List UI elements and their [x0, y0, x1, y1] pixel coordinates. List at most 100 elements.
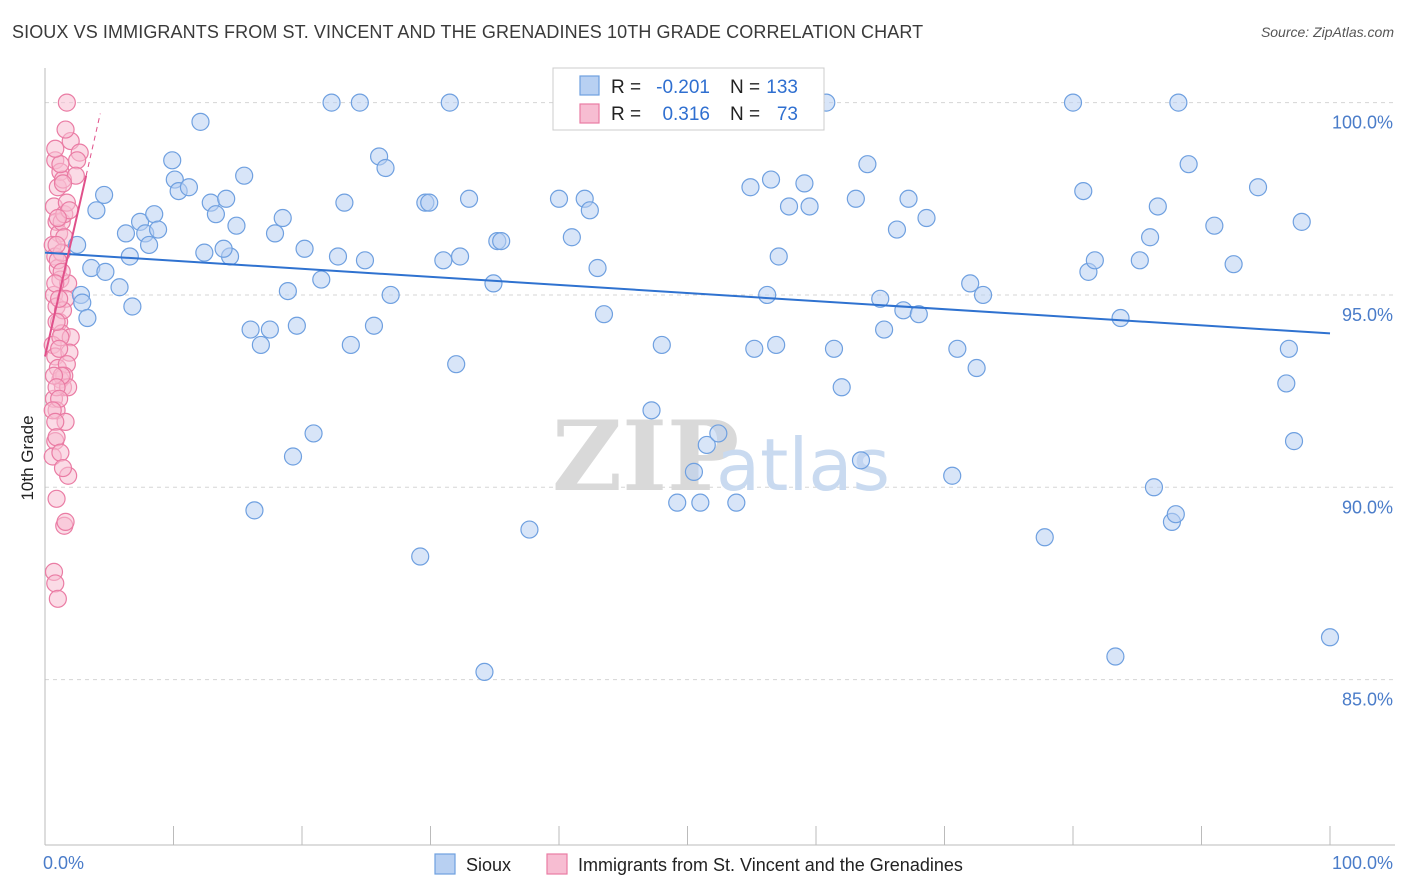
y-tick-label-90: 90.0% [1342, 497, 1393, 517]
immigrants-point-63 [56, 512, 75, 531]
trend-line-immigrants [44, 175, 88, 357]
sioux-point-127 [1277, 374, 1296, 393]
sioux-point-87 [769, 247, 788, 266]
sioux-point-97 [871, 289, 890, 308]
immigrants-point-31 [46, 574, 65, 593]
sioux-point-20 [179, 178, 199, 197]
legend-n-label-1: N = [730, 77, 760, 98]
trend-line-immigrants-extension [85, 113, 101, 176]
sioux-point-93 [832, 378, 851, 397]
sioux-point-28 [235, 166, 254, 185]
sioux-point-40 [312, 270, 331, 289]
sioux-point-29 [241, 320, 260, 339]
sioux-point-98 [875, 320, 894, 339]
legend-r-label-1: R = [611, 77, 641, 98]
sioux-point-24 [206, 205, 226, 224]
sioux-point-8 [110, 278, 129, 297]
sioux-point-125 [1224, 255, 1243, 274]
legend-r-label-2: R = [611, 104, 641, 125]
legend-n-value-1: 133 [766, 77, 798, 98]
sioux-point-43 [335, 193, 354, 212]
sioux-point-33 [265, 224, 285, 243]
sioux-point-89 [795, 174, 814, 193]
sioux-point-73 [652, 335, 671, 355]
immigrants-point-61 [51, 443, 70, 462]
grid-lines [45, 102, 1395, 681]
sioux-point-102 [909, 305, 928, 324]
sioux-point-31 [251, 335, 270, 355]
sioux-point-104 [943, 466, 962, 485]
sioux-point-67 [580, 201, 599, 220]
immigrants-point-62 [53, 458, 73, 478]
sioux-point-74 [668, 493, 687, 512]
sioux-point-78 [697, 435, 716, 455]
sioux-point-4 [87, 201, 106, 220]
x-tick-labels: 0.0% 100.0% [43, 853, 1393, 873]
sioux-point-11 [123, 297, 142, 316]
series-legend-swatch-sioux [434, 853, 456, 875]
sioux-point-129 [1284, 432, 1304, 451]
sioux-point-88 [779, 197, 799, 216]
chart-title: SIOUX VS IMMIGRANTS FROM ST. VINCENT AND… [12, 22, 924, 42]
sioux-point-128 [1279, 339, 1298, 358]
x-tick-label-max: 100.0% [1332, 853, 1393, 873]
series-sioux-points [68, 93, 1340, 682]
immigrants-point-69 [53, 174, 73, 193]
sioux-point-105 [948, 339, 967, 358]
y-tick-label-85: 85.0% [1342, 690, 1393, 710]
immigrants-point-32 [48, 589, 67, 608]
sioux-point-95 [851, 451, 871, 470]
sioux-point-130 [1292, 212, 1311, 231]
sioux-point-32 [260, 320, 279, 339]
immigrants-point-72 [48, 208, 67, 228]
series-immigrants-points [43, 93, 89, 608]
sioux-point-103 [917, 208, 936, 228]
sioux-point-41 [322, 93, 341, 112]
sioux-point-63 [520, 520, 539, 539]
sioux-point-58 [459, 189, 479, 208]
y-axis-label: 10th Grade [18, 415, 37, 500]
sioux-point-118 [1144, 478, 1164, 497]
sioux-point-0 [68, 235, 87, 255]
sioux-point-22 [195, 243, 214, 262]
sioux-point-38 [295, 239, 314, 258]
immigrants-point-59 [46, 412, 65, 431]
source-credit: Source: ZipAtlas.com [1260, 24, 1394, 40]
sioux-point-110 [1063, 93, 1083, 112]
sioux-point-124 [1205, 216, 1224, 235]
correlation-legend: R = -0.201 N = 133 R = 0.316 N = 73 [552, 67, 825, 131]
sioux-point-37 [287, 316, 306, 335]
sioux-point-56 [447, 355, 466, 374]
y-tick-label-100: 100.0% [1332, 113, 1393, 133]
sioux-point-132 [214, 239, 233, 258]
sioux-point-7 [95, 185, 114, 205]
series-legend-swatch-immigrants [546, 853, 568, 875]
immigrants-point-28 [47, 489, 66, 508]
watermark: ZIP atlas [552, 400, 890, 513]
sioux-point-115 [1111, 308, 1130, 328]
immigrants-point-60 [47, 428, 66, 447]
sioux-point-81 [727, 493, 746, 512]
legend-swatch-sioux [579, 75, 600, 96]
sioux-point-109 [1035, 528, 1054, 547]
sioux-point-30 [245, 501, 264, 520]
sioux-point-47 [364, 316, 384, 335]
sioux-point-113 [1085, 251, 1104, 270]
sioux-point-59 [475, 662, 494, 682]
legend-n-value-2: 73 [777, 104, 798, 125]
sioux-point-131 [1320, 628, 1340, 647]
sioux-point-3 [78, 308, 97, 328]
legend-n-label-2: N = [730, 104, 760, 125]
legend-r-value-2: 0.316 [662, 104, 710, 125]
sioux-point-119 [1148, 197, 1167, 216]
legend-r-value-1: -0.201 [656, 77, 710, 98]
immigrants-point-53 [50, 339, 69, 358]
sioux-point-10 [120, 247, 139, 266]
sioux-point-55 [440, 93, 459, 112]
sioux-point-99 [887, 220, 907, 239]
sioux-point-62 [492, 231, 511, 251]
sioux-point-64 [549, 189, 569, 208]
sioux-point-77 [691, 493, 710, 512]
sioux-point-51 [411, 547, 430, 566]
